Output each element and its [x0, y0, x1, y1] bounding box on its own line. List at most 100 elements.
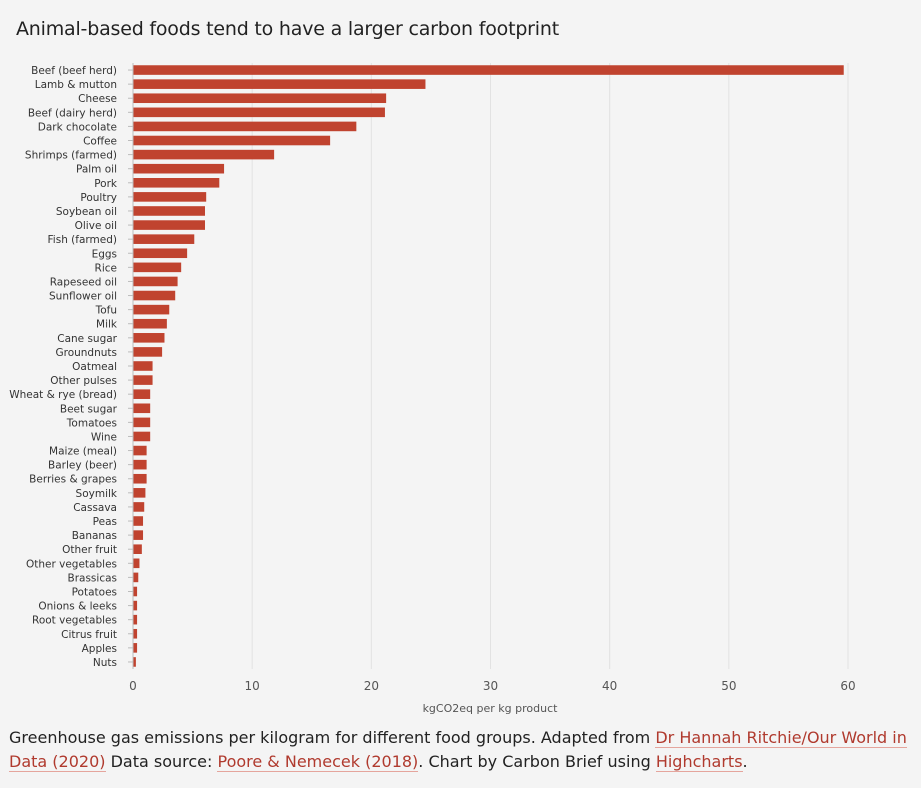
bar-17: [133, 304, 170, 315]
bar-1: [133, 79, 426, 89]
bar-38: [133, 600, 138, 611]
bar-18: [133, 318, 167, 329]
bar-36: [133, 572, 139, 583]
category-label-2: Cheese: [78, 93, 117, 105]
category-label-21: Oatmeal: [72, 361, 117, 373]
category-label-38: Onions & leeks: [38, 601, 117, 613]
highcharts-link[interactable]: Highcharts: [655, 752, 743, 772]
category-label-14: Rice: [95, 262, 117, 274]
category-label-15: Rapeseed oil: [50, 276, 117, 288]
category-label-5: Coffee: [83, 136, 117, 148]
category-label-9: Poultry: [80, 192, 117, 204]
bars: [133, 65, 844, 667]
category-label-19: Cane sugar: [57, 333, 117, 345]
category-label-42: Nuts: [93, 657, 117, 669]
bar-39: [133, 614, 138, 625]
chart-title: Animal-based foods tend to have a larger…: [16, 18, 559, 40]
category-label-18: Milk: [96, 319, 118, 331]
category-label-27: Maize (meal): [49, 446, 117, 458]
category-label-1: Lamb & mutton: [35, 79, 117, 91]
bar-16: [133, 290, 176, 301]
category-label-4: Dark chocolate: [38, 121, 117, 133]
category-label-13: Eggs: [92, 248, 117, 260]
category-label-28: Barley (beer): [48, 460, 117, 472]
bar-8: [133, 177, 220, 188]
category-label-33: Bananas: [72, 530, 117, 542]
category-label-0: Beef (beef herd): [31, 65, 117, 77]
caption-text-2: Data source:: [105, 752, 218, 771]
bar-24: [133, 403, 151, 414]
bar-chart: Beef (beef herd) Lamb & mutton Cheese Beef …: [9, 63, 856, 715]
grid-lines: [128, 63, 849, 669]
category-labels: Beef (beef herd) Lamb & mutton Cheese Beef …: [9, 65, 118, 669]
category-label-32: Peas: [93, 516, 117, 528]
category-label-11: Olive oil: [75, 220, 117, 232]
category-label-35: Other vegetables: [26, 558, 117, 570]
category-label-17: Tofu: [95, 305, 117, 317]
category-label-12: Fish (farmed): [48, 234, 117, 246]
bar-11: [133, 220, 205, 230]
bar-12: [133, 234, 195, 244]
x-tick-label-40: 40: [602, 679, 617, 693]
category-label-23: Wheat & rye (bread): [9, 389, 117, 401]
bar-22: [133, 375, 153, 385]
category-label-30: Soymilk: [76, 488, 118, 500]
category-label-39: Root vegetables: [32, 615, 117, 627]
bar-37: [133, 586, 138, 597]
source-link-poore-nemecek[interactable]: Poore & Nemecek (2018): [217, 752, 419, 772]
category-label-20: Groundnuts: [55, 347, 117, 359]
bar-42: [133, 657, 136, 667]
x-tick-label-30: 30: [483, 679, 498, 693]
bar-4: [133, 121, 357, 132]
x-tick-label-20: 20: [364, 679, 379, 693]
bar-35: [133, 558, 140, 569]
bar-31: [133, 502, 145, 512]
category-label-8: Pork: [94, 178, 118, 190]
category-label-34: Other fruit: [62, 544, 117, 556]
category-label-37: Potatoes: [72, 586, 117, 598]
bar-0: [133, 65, 844, 75]
category-label-29: Berries & grapes: [29, 474, 117, 486]
bar-27: [133, 445, 147, 456]
bar-33: [133, 530, 144, 540]
chart-caption: Greenhouse gas emissions per kilogram fo…: [9, 726, 909, 774]
x-tick-label-0: 0: [129, 679, 137, 693]
bar-26: [133, 431, 151, 442]
bar-2: [133, 93, 387, 104]
bar-21: [133, 361, 153, 371]
category-label-40: Citrus fruit: [61, 629, 117, 641]
x-tick-label-50: 50: [721, 679, 736, 693]
x-tick-label-10: 10: [245, 679, 260, 693]
bar-15: [133, 276, 178, 287]
source-link-owid[interactable]: Dr Hannah Ritchie/Our World in Data (202…: [9, 728, 907, 772]
category-label-22: Other pulses: [50, 375, 117, 387]
category-label-10: Soybean oil: [56, 206, 117, 218]
bar-25: [133, 417, 151, 428]
caption-text-4: .: [742, 752, 748, 771]
bar-13: [133, 248, 188, 259]
category-label-36: Brassicas: [68, 572, 118, 584]
bar-6: [133, 149, 275, 160]
bar-5: [133, 135, 331, 146]
bar-40: [133, 628, 138, 639]
category-label-26: Wine: [91, 431, 117, 443]
bar-3: [133, 107, 385, 118]
bar-41: [133, 643, 138, 653]
bar-10: [133, 206, 205, 216]
bar-7: [133, 163, 225, 174]
bar-30: [133, 488, 146, 498]
bar-28: [133, 459, 147, 470]
category-label-31: Cassava: [73, 502, 117, 514]
caption-text-3: . Chart by Carbon Brief using: [418, 752, 656, 771]
category-label-3: Beef (dairy herd): [28, 107, 117, 119]
caption-text-1: Greenhouse gas emissions per kilogram fo…: [9, 728, 656, 747]
category-label-16: Sunflower oil: [49, 291, 117, 303]
category-label-7: Palm oil: [76, 164, 117, 176]
x-tick-label-60: 60: [840, 679, 855, 693]
bar-20: [133, 347, 163, 357]
category-label-24: Beet sugar: [60, 403, 118, 415]
x-tick-labels: 0 10 20 30 40 50 60: [129, 679, 855, 693]
x-axis-label: kgCO2eq per kg product: [423, 702, 559, 715]
bar-14: [133, 262, 182, 273]
bar-29: [133, 473, 147, 484]
